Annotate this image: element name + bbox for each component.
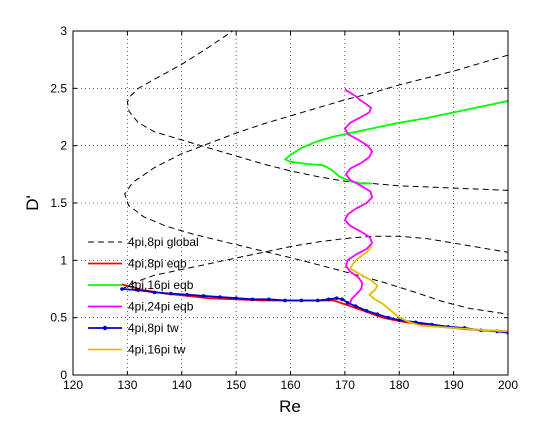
series-4pi-8pi-tw-point (250, 297, 255, 302)
legend-label-4pi-8pi-tw: 4pi,8pi tw (128, 321, 179, 335)
x-tick-label: 190 (444, 378, 464, 392)
series-4pi-8pi-tw-point (299, 298, 304, 303)
series-4pi-8pi-tw-point (283, 298, 287, 303)
legend-label-4pi-8pi-eqb: 4pi,8pi eqb (128, 257, 187, 271)
x-tick-label: 150 (226, 378, 246, 392)
series-layer (120, 31, 508, 335)
legend-label-4pi-24pi-eqb: 4pi,24pi eqb (128, 300, 194, 314)
series-4pi-24pi-eqb-line (343, 88, 374, 304)
series-4pi-8pi-tw-point (201, 294, 206, 298)
series-4pi-8pi-global-line (121, 235, 508, 290)
series-4pi-8pi-tw-point (364, 308, 369, 313)
series-4pi-8pi-tw-point (353, 304, 358, 309)
y-tick-label: 3 (60, 24, 67, 38)
series-4pi-8pi-tw-point (136, 288, 141, 292)
series-4pi-8pi-tw-point (169, 291, 173, 296)
series-4pi-8pi-tw-point (315, 298, 320, 303)
series-4pi-16pi-tw-line (349, 244, 508, 333)
series-4pi-8pi-global-line (124, 54, 508, 315)
series-4pi-8pi-tw-point (386, 315, 391, 320)
y-tick-label: 2 (60, 139, 67, 153)
series-4pi-8pi-tw-point (326, 297, 331, 302)
axis-ticks: 120 130 140 150 160 170 180 190 200 0 0.5 1 1.5 2 2.5 3 (50, 24, 518, 392)
series-4pi-8pi-tw-point (218, 295, 222, 299)
series-4pi-8pi-tw-point (430, 322, 434, 327)
x-tick-label: 200 (498, 378, 518, 392)
x-axis-label: Re (279, 397, 301, 416)
series-4pi-8pi-tw-point (334, 296, 339, 300)
series-4pi-8pi-tw-point (234, 296, 238, 300)
x-tick-label: 170 (335, 378, 355, 392)
series-4pi-8pi-tw-point (345, 300, 350, 305)
series-4pi-8pi-tw-point (185, 292, 189, 297)
series-4pi-8pi-tw-point (152, 290, 157, 295)
legend: 4pi,8pi global 4pi,8pi eqb 4pi,16pi eqb 4pi… (88, 235, 199, 357)
series-4pi-8pi-global-line (126, 31, 508, 191)
x-tick-label: 180 (389, 378, 409, 392)
x-tick-label: 160 (280, 378, 300, 392)
legend-label-4pi-8pi-global: 4pi,8pi global (128, 235, 199, 249)
y-tick-label: 1.5 (50, 196, 67, 210)
series-4pi-8pi-tw-point (340, 297, 344, 302)
series-4pi-8pi-tw-point (375, 312, 380, 317)
legend-label-4pi-16pi-tw: 4pi,16pi tw (128, 343, 186, 357)
y-tick-label: 1 (60, 253, 67, 267)
y-tick-label: 0.5 (50, 311, 67, 325)
series-4pi-8pi-tw-point (266, 297, 271, 302)
x-tick-label: 130 (117, 378, 137, 392)
x-tick-label: 120 (63, 378, 83, 392)
legend-marker-4pi-8pi-tw (102, 325, 108, 331)
y-tick-label: 0 (60, 368, 67, 382)
y-axis-label: D' (23, 195, 42, 211)
legend-label-4pi-16pi-eqb: 4pi,16pi eqb (128, 278, 194, 292)
series-4pi-8pi-tw-point (397, 318, 402, 322)
y-tick-label: 2.5 (50, 81, 67, 95)
x-tick-label: 140 (172, 378, 192, 392)
series-4pi-8pi-tw-point (120, 287, 124, 291)
series-4pi-16pi-eqb-line (284, 100, 508, 185)
